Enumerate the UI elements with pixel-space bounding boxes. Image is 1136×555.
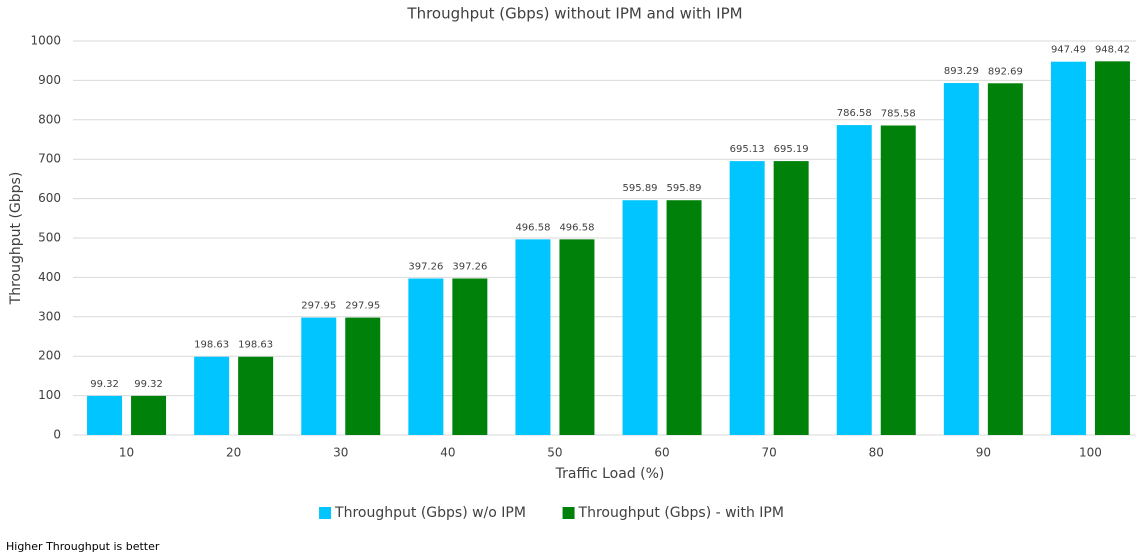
data-label: 297.95: [301, 301, 336, 312]
x-axis-label: Traffic Load (%): [555, 466, 665, 482]
data-label: 892.69: [988, 66, 1023, 77]
data-label: 297.95: [345, 301, 380, 312]
bar: [1050, 61, 1086, 436]
x-tick-label: 100: [1079, 446, 1102, 460]
bar: [729, 161, 765, 435]
x-tick-label: 40: [440, 446, 455, 460]
y-tick-label: 500: [38, 231, 61, 245]
data-label: 785.58: [881, 108, 916, 119]
data-label: 786.58: [837, 108, 872, 119]
chart-title: Throughput (Gbps) without IPM and with I…: [406, 5, 742, 23]
bar: [515, 239, 551, 435]
legend-label: Throughput (Gbps) - with IPM: [578, 505, 784, 521]
y-axis-label: Throughput (Gbps): [8, 172, 24, 306]
data-label: 397.26: [408, 261, 443, 272]
data-label: 595.89: [667, 183, 702, 194]
footnote: Higher Throughput is better: [6, 540, 160, 553]
y-tick-label: 700: [38, 152, 61, 166]
y-tick-label: 100: [38, 388, 61, 402]
y-tick-label: 800: [38, 112, 61, 126]
data-label: 198.63: [194, 340, 229, 351]
data-label: 397.26: [452, 261, 487, 272]
y-tick-label: 0: [53, 428, 61, 442]
bar: [238, 356, 274, 435]
x-tick-label: 10: [119, 446, 134, 460]
bar: [452, 278, 488, 435]
bar: [87, 395, 123, 435]
legend-label: Throughput (Gbps) w/o IPM: [334, 505, 526, 521]
bar: [559, 239, 595, 435]
bar: [622, 200, 658, 435]
legend-swatch: [562, 507, 575, 519]
bar: [880, 125, 916, 436]
bar: [194, 356, 230, 435]
data-label: 947.49: [1051, 45, 1086, 56]
bar: [987, 83, 1023, 435]
y-tick-label: 1000: [30, 34, 61, 48]
data-label: 99.32: [134, 379, 163, 390]
data-label: 99.32: [90, 379, 119, 390]
bar: [943, 83, 979, 436]
data-label: 496.58: [559, 222, 594, 233]
bar: [666, 200, 702, 435]
x-tick-label: 30: [333, 446, 348, 460]
bar: [773, 161, 809, 435]
x-tick-label: 80: [869, 446, 884, 460]
x-tick-label: 50: [547, 446, 562, 460]
bar: [131, 395, 167, 435]
x-tick-label: 60: [654, 446, 669, 460]
y-tick-label: 600: [38, 191, 61, 205]
y-tick-label: 900: [38, 73, 61, 87]
bar: [345, 317, 381, 435]
y-tick-label: 400: [38, 270, 61, 284]
legend-swatch: [319, 507, 332, 519]
data-label: 695.13: [730, 144, 765, 155]
x-tick-label: 70: [762, 446, 777, 460]
y-tick-label: 200: [38, 349, 61, 363]
data-label: 595.89: [623, 183, 658, 194]
y-tick-label: 300: [38, 309, 61, 323]
x-tick-label: 90: [976, 446, 991, 460]
bar: [836, 125, 872, 436]
bar: [1094, 61, 1130, 436]
data-label: 695.19: [774, 144, 809, 155]
data-label: 198.63: [238, 340, 273, 351]
data-label: 893.29: [944, 66, 979, 77]
bar: [301, 317, 337, 435]
bar: [408, 278, 444, 435]
data-label: 948.42: [1095, 44, 1130, 55]
x-tick-label: 20: [226, 446, 241, 460]
data-label: 496.58: [515, 222, 550, 233]
